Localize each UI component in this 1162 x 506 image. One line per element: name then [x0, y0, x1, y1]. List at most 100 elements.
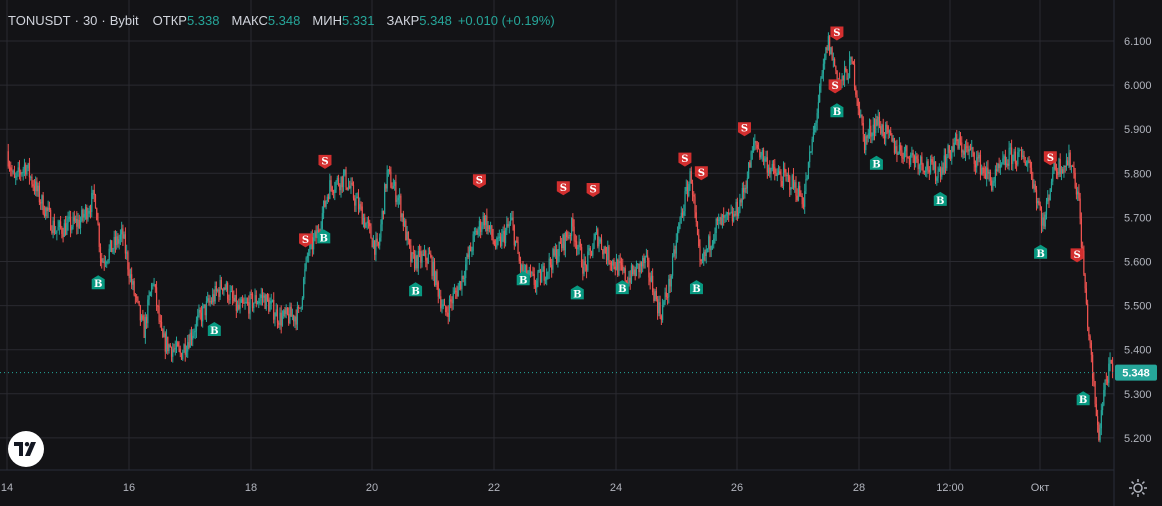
- buy-signal-marker[interactable]: B: [1034, 244, 1048, 260]
- sell-signal-marker[interactable]: S: [738, 122, 752, 137]
- candle: [780, 169, 782, 188]
- candle: [861, 114, 863, 126]
- candle: [55, 225, 57, 235]
- candle-body: [796, 195, 798, 201]
- sell-signal-marker[interactable]: S: [318, 154, 332, 169]
- candle-body: [1018, 150, 1020, 153]
- buy-signal-marker[interactable]: B: [830, 103, 844, 118]
- candle-body: [330, 180, 332, 187]
- candle-body: [795, 182, 797, 196]
- candle: [197, 308, 199, 327]
- candle: [777, 165, 780, 176]
- candle-body: [658, 302, 660, 314]
- candle: [152, 282, 154, 290]
- candle: [1015, 160, 1018, 172]
- symbol-name[interactable]: TONUSDT: [8, 13, 71, 28]
- tradingview-logo-icon[interactable]: [8, 431, 44, 467]
- candle: [219, 274, 221, 300]
- candle: [490, 221, 492, 235]
- buy-signal-marker[interactable]: B: [207, 321, 221, 337]
- candle: [968, 145, 970, 160]
- candle-body: [941, 167, 943, 177]
- candle-body: [246, 301, 249, 303]
- buy-signal-marker[interactable]: B: [570, 285, 584, 300]
- candle-body: [716, 218, 719, 221]
- candle: [915, 151, 917, 168]
- buy-signal-marker[interactable]: B: [317, 229, 331, 244]
- sell-signal-marker[interactable]: S: [472, 174, 486, 189]
- candle-body: [862, 122, 864, 135]
- buy-signal-marker[interactable]: B: [1076, 391, 1090, 406]
- candle-body: [413, 253, 416, 269]
- buy-signal-marker[interactable]: B: [689, 280, 703, 295]
- candle-body: [806, 178, 808, 180]
- candle: [1052, 166, 1054, 186]
- candle-body: [1103, 389, 1105, 406]
- candle-body: [951, 146, 953, 159]
- sell-signal-marker[interactable]: S: [694, 166, 708, 181]
- candle-body: [1065, 160, 1068, 167]
- candle-body: [934, 161, 937, 181]
- candle-body: [315, 231, 317, 239]
- gear-icon[interactable]: [1128, 478, 1148, 498]
- candle-body: [482, 216, 484, 227]
- candle-body: [1054, 158, 1056, 170]
- candle-body: [283, 310, 285, 317]
- candle: [684, 187, 686, 217]
- candle: [199, 307, 201, 320]
- candle: [509, 212, 512, 226]
- candle: [200, 306, 203, 327]
- sell-signal-marker[interactable]: S: [828, 79, 842, 94]
- candle-body: [236, 304, 239, 311]
- candle: [499, 232, 502, 248]
- candle: [910, 152, 912, 167]
- candle: [258, 297, 260, 309]
- candle-body: [847, 78, 849, 80]
- candle: [279, 307, 281, 330]
- candle: [288, 307, 290, 326]
- sell-signal-marker[interactable]: S: [678, 152, 692, 167]
- candle: [867, 128, 869, 143]
- candle-body: [218, 289, 220, 297]
- buy-signal-marker[interactable]: B: [516, 271, 530, 286]
- candle: [1024, 156, 1026, 166]
- current-price-tag[interactable]: [1115, 364, 1157, 381]
- interval-label[interactable]: 30: [82, 13, 98, 28]
- sell-signal-marker[interactable]: S: [1070, 248, 1084, 263]
- candle-body: [832, 58, 834, 60]
- candle-body: [787, 174, 790, 177]
- sell-signal-marker[interactable]: S: [299, 233, 313, 248]
- sell-signal-marker[interactable]: S: [556, 181, 570, 196]
- sell-signal-marker[interactable]: S: [830, 26, 844, 41]
- candle-body: [963, 150, 965, 155]
- candle-body: [693, 195, 695, 197]
- buy-signal-marker[interactable]: B: [869, 155, 883, 171]
- candle-body: [238, 304, 240, 309]
- sell-signal-marker[interactable]: S: [1043, 151, 1057, 166]
- low-label: МИН: [312, 13, 342, 28]
- buy-signal-marker[interactable]: B: [91, 275, 105, 290]
- candle: [595, 225, 598, 235]
- candle-body: [663, 301, 665, 306]
- candle-body: [314, 231, 316, 238]
- candle: [934, 161, 937, 185]
- candle: [1043, 212, 1045, 230]
- candle: [643, 253, 645, 269]
- candle-body: [1047, 197, 1049, 202]
- signal-marker-label: B: [210, 326, 218, 337]
- candle: [810, 151, 812, 154]
- candle-body: [47, 207, 49, 212]
- candle: [286, 307, 289, 316]
- candle-body: [234, 295, 236, 302]
- buy-signal-marker[interactable]: B: [615, 280, 629, 295]
- candle: [26, 164, 28, 176]
- buy-signal-marker[interactable]: B: [409, 282, 423, 297]
- candle-body: [264, 295, 266, 309]
- sell-signal-marker[interactable]: S: [586, 183, 600, 198]
- candle-body: [446, 312, 448, 314]
- buy-signal-marker[interactable]: B: [933, 191, 947, 207]
- candle-body: [248, 302, 250, 314]
- candle: [22, 166, 24, 181]
